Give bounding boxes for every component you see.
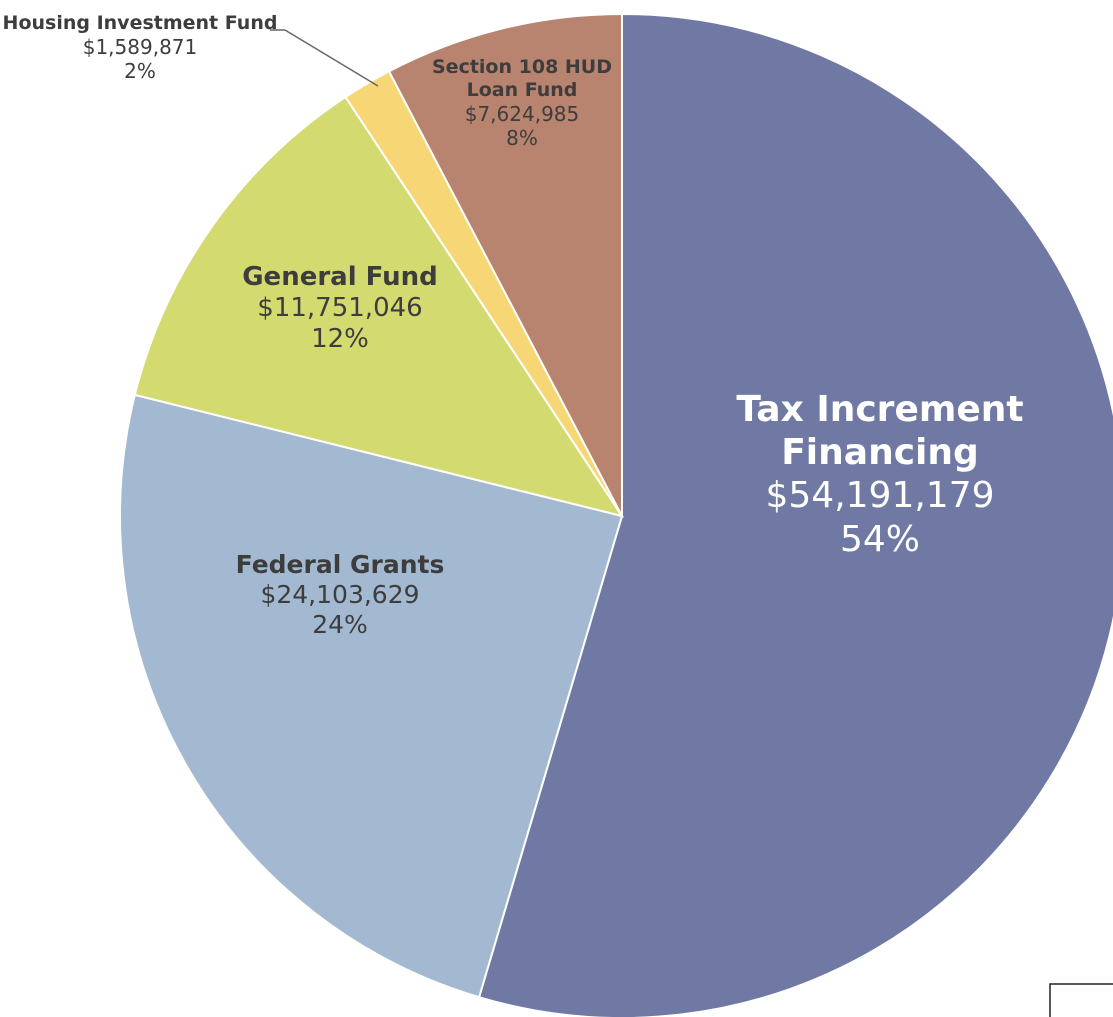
value-label: $7,624,985 [464,101,580,126]
pie-slice [477,12,1113,1017]
category-label: Housing Investment Fund [2,12,278,34]
slice-label: Federal Grants $24,103,629 24% [190,550,490,640]
pie-slice [119,393,624,999]
frame-corner [1049,983,1113,1017]
percent-label: 8% [506,125,538,150]
value-label: $1,589,871 [82,34,198,59]
value-label: $11,751,046 [257,293,423,324]
percent-label: 54% [839,518,920,560]
percent-label: 12% [311,324,369,355]
pie-slice [387,12,623,517]
pie-slice [133,95,625,518]
value-label: $54,191,179 [765,475,995,517]
slice-label: Section 108 HUD Loan Fund $7,624,985 8% [422,56,622,150]
category-label: Federal Grants [235,550,445,579]
leader-line [284,29,379,87]
percent-label: 2% [124,58,156,83]
category-label: General Fund [242,262,438,292]
slice-label: Tax Increment Financing $54,191,179 54% [700,388,1060,561]
value-label: $24,103,629 [260,580,420,609]
category-label: Section 108 HUD Loan Fund [432,56,612,101]
slice-label: Housing Investment Fund $1,589,871 2% [0,12,280,83]
percent-label: 24% [312,610,368,639]
slice-label: General Fund $11,751,046 12% [210,262,470,356]
category-label: Tax Increment Financing [736,389,1024,474]
